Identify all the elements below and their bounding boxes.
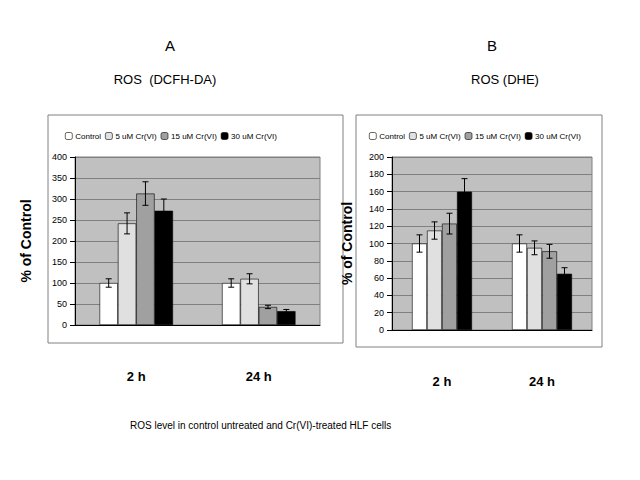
svg-text:400: 400 — [52, 152, 67, 162]
svg-text:200: 200 — [369, 152, 384, 162]
svg-text:Control: Control — [75, 132, 101, 141]
svg-text:50: 50 — [57, 299, 67, 309]
svg-text:B: B — [487, 37, 497, 54]
svg-text:250: 250 — [52, 215, 67, 225]
svg-text:30 uM Cr(VI): 30 uM Cr(VI) — [535, 132, 581, 141]
svg-text:2 h: 2 h — [127, 369, 146, 384]
svg-text:A: A — [165, 37, 175, 54]
svg-text:30 uM Cr(VI): 30 uM Cr(VI) — [231, 132, 277, 141]
svg-text:350: 350 — [52, 173, 67, 183]
svg-text:200: 200 — [52, 236, 67, 246]
svg-text:40: 40 — [374, 290, 384, 300]
svg-text:5 uM Cr(VI): 5 uM Cr(VI) — [419, 132, 461, 141]
svg-text:100: 100 — [52, 278, 67, 288]
svg-text:% of Control: % of Control — [18, 199, 34, 282]
svg-text:60: 60 — [374, 273, 384, 283]
svg-text:0: 0 — [379, 325, 384, 335]
svg-text:150: 150 — [52, 257, 67, 267]
svg-text:180: 180 — [369, 169, 384, 179]
svg-text:100: 100 — [369, 239, 384, 249]
svg-text:% of Control: % of Control — [339, 202, 355, 285]
svg-text:20: 20 — [374, 308, 384, 318]
svg-text:ROS (DCFH-DA): ROS (DCFH-DA) — [114, 72, 217, 87]
svg-text:ROS (DHE): ROS (DHE) — [471, 72, 539, 87]
svg-text:300: 300 — [52, 194, 67, 204]
svg-text:0: 0 — [62, 320, 67, 330]
svg-text:120: 120 — [369, 221, 384, 231]
svg-text:5 uM Cr(VI): 5 uM Cr(VI) — [115, 132, 157, 141]
svg-text:24 h: 24 h — [529, 374, 555, 389]
svg-text:140: 140 — [369, 204, 384, 214]
svg-text:15 uM Cr(VI): 15 uM Cr(VI) — [475, 132, 521, 141]
svg-text:160: 160 — [369, 187, 384, 197]
svg-text:2 h: 2 h — [433, 374, 452, 389]
svg-text:15 uM Cr(VI): 15 uM Cr(VI) — [171, 132, 217, 141]
svg-text:80: 80 — [374, 256, 384, 266]
svg-text:24 h: 24 h — [246, 369, 272, 384]
svg-text:Control: Control — [379, 132, 405, 141]
svg-text:ROS level in control untreated: ROS level in control untreated and Cr(VI… — [130, 420, 391, 431]
